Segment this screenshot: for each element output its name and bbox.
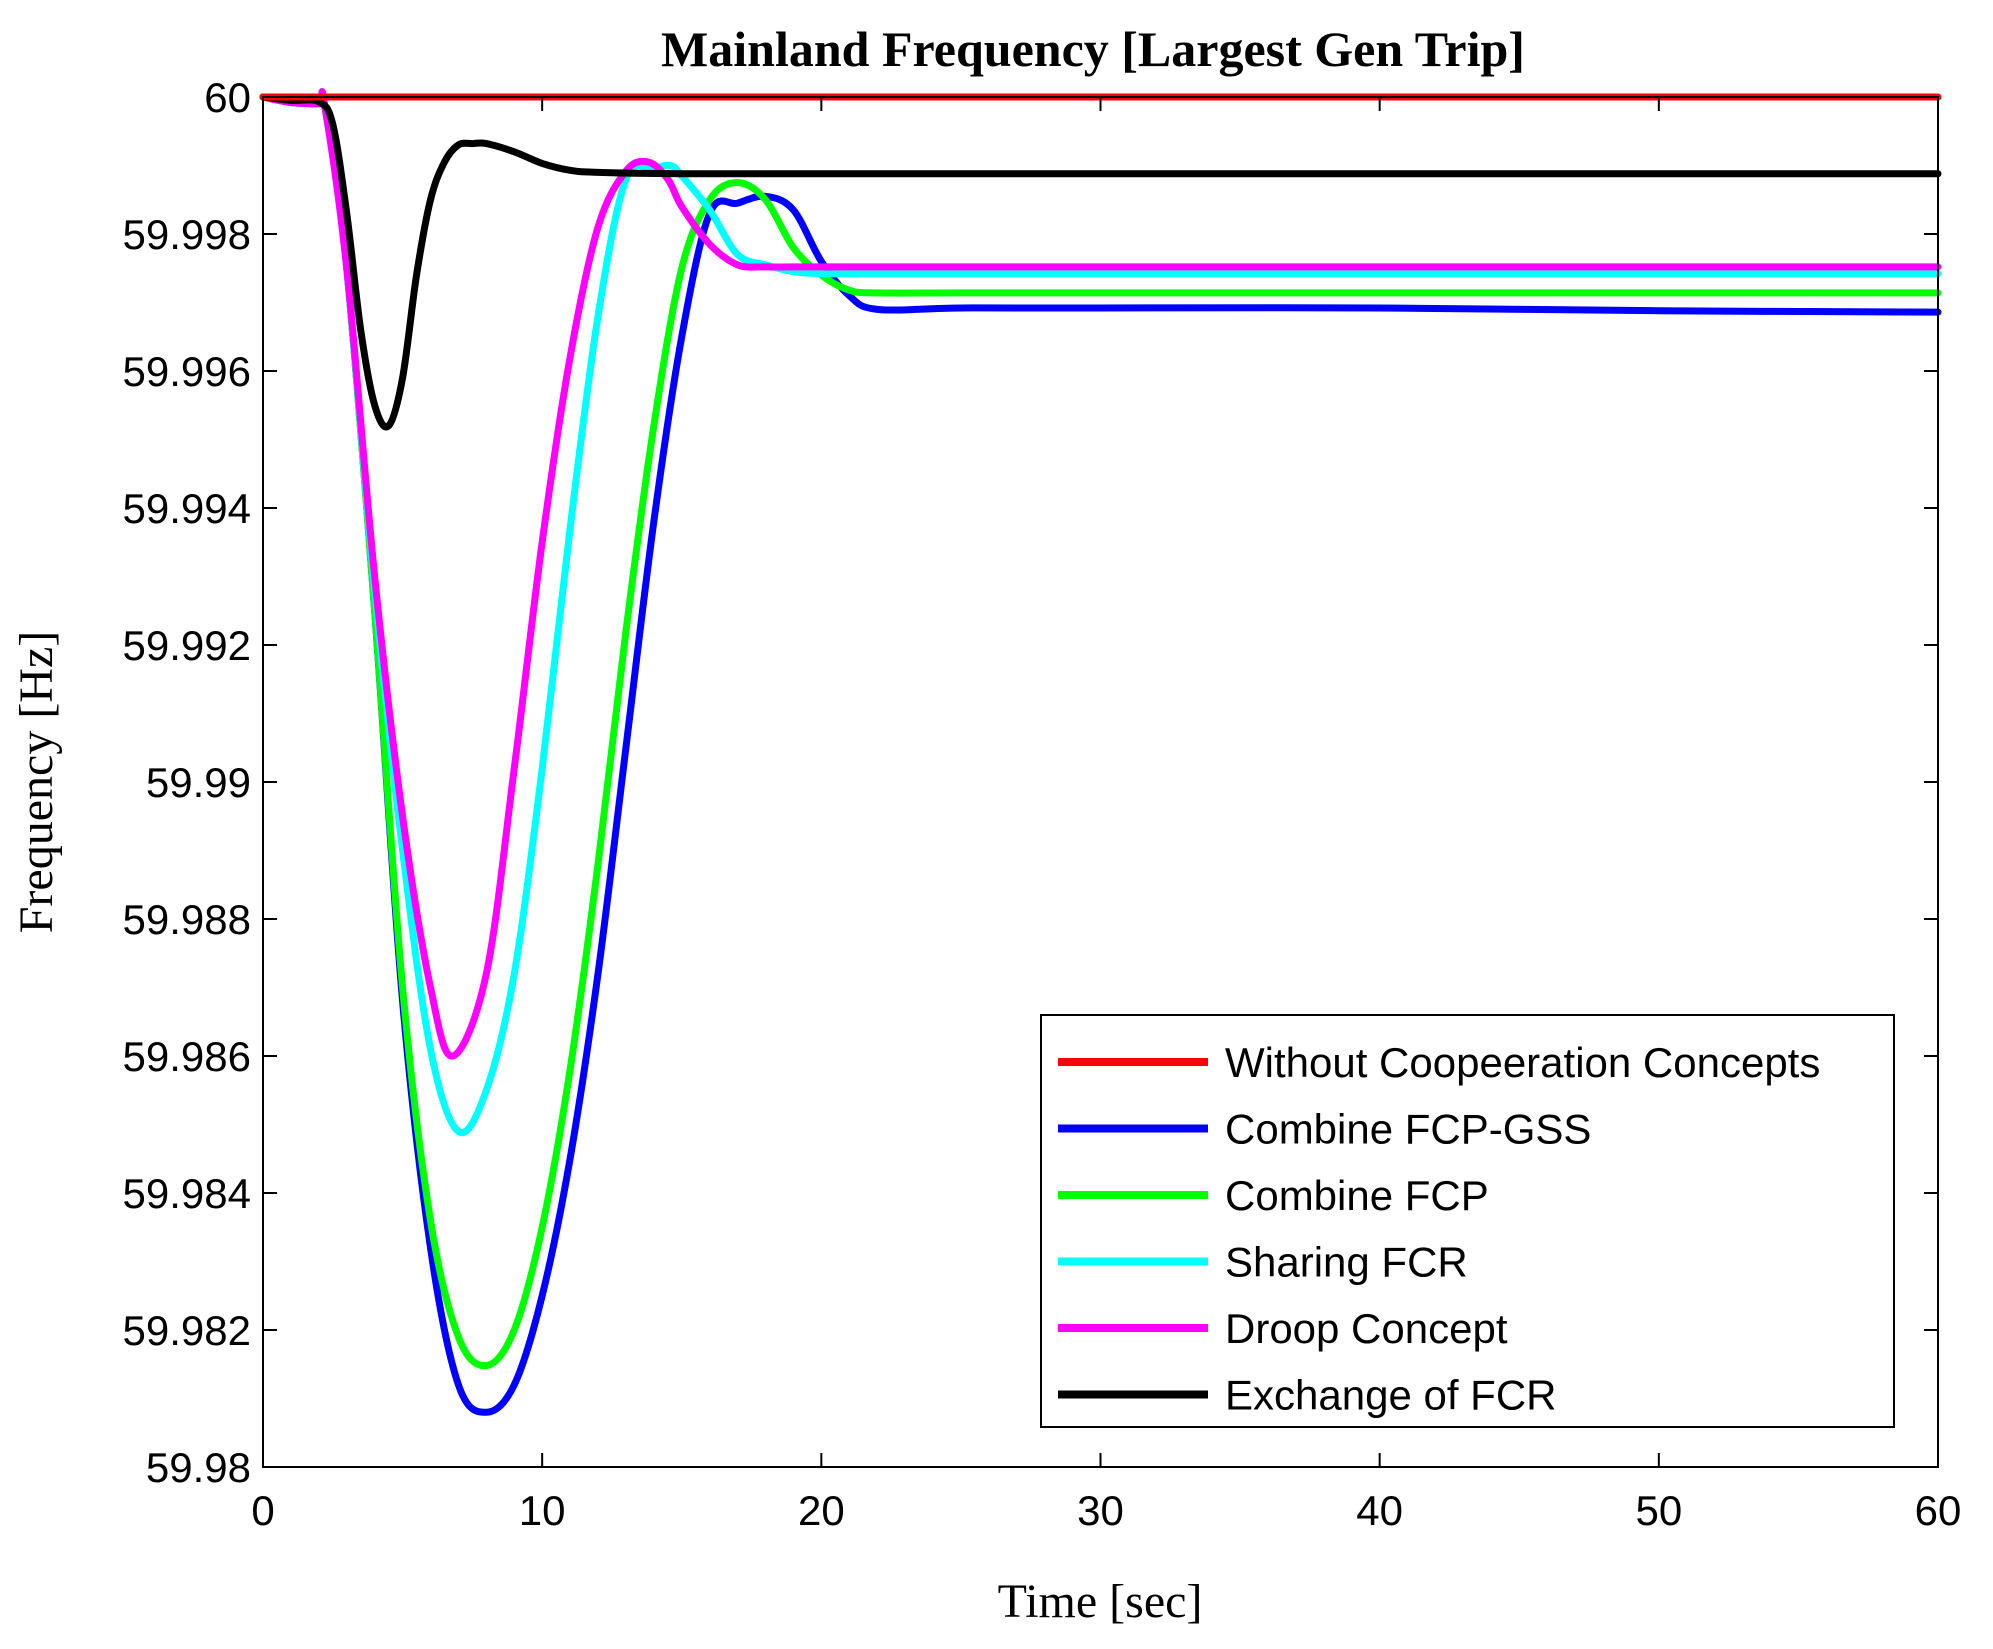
- legend-label: Combine FCP-GSS: [1225, 1106, 1591, 1153]
- y-axis-label: Frequency [Hz]: [10, 631, 63, 934]
- legend: Without Coopeeration Concepts Combine FCP…: [1040, 1014, 1895, 1428]
- legend-label: Exchange of FCR: [1225, 1372, 1557, 1419]
- y-tick-label: 60: [204, 74, 251, 121]
- y-tick-label: 59.986: [123, 1033, 251, 1080]
- y-tick-label: 59.988: [123, 896, 251, 943]
- legend-label: Sharing FCR: [1225, 1239, 1468, 1286]
- y-tick-label: 59.982: [123, 1307, 251, 1354]
- y-tick-label: 59.996: [123, 348, 251, 395]
- legend-box: [1040, 1014, 1895, 1428]
- x-tick-label: 60: [1915, 1487, 1962, 1534]
- y-tick-label: 59.984: [123, 1170, 251, 1217]
- series-line-exchange-of-fcr: [259, 93, 1942, 431]
- x-axis: 0 10 20 30 40 50 60: [251, 97, 1961, 1534]
- x-tick-label: 20: [798, 1487, 845, 1534]
- x-axis-label: Time [sec]: [998, 1575, 1203, 1628]
- chart-title: Mainland Frequency [Largest Gen Trip]: [661, 21, 1525, 77]
- x-tick-label: 40: [1356, 1487, 1403, 1534]
- y-tick-label: 59.994: [123, 485, 251, 532]
- y-tick-label: 59.99: [146, 759, 251, 806]
- y-tick-label: 59.98: [146, 1444, 251, 1491]
- y-axis: 59.98 59.982 59.984 59.986 59.988 59.99 59.992…: [123, 74, 1938, 1491]
- y-tick-label: 59.992: [123, 622, 251, 669]
- legend-items: Without Coopeeration Concepts Combine FCP…: [1058, 1039, 1820, 1419]
- legend-label: Droop Concept: [1225, 1305, 1508, 1352]
- series-line-droop-concept: [259, 88, 1942, 1060]
- y-tick-label: 59.998: [123, 211, 251, 258]
- x-tick-label: 0: [251, 1487, 274, 1534]
- x-tick-label: 10: [519, 1487, 566, 1534]
- x-tick-label: 30: [1077, 1487, 1124, 1534]
- legend-label: Without Coopeeration Concepts: [1225, 1039, 1820, 1086]
- x-tick-label: 50: [1635, 1487, 1682, 1534]
- legend-label: Combine FCP: [1225, 1172, 1489, 1219]
